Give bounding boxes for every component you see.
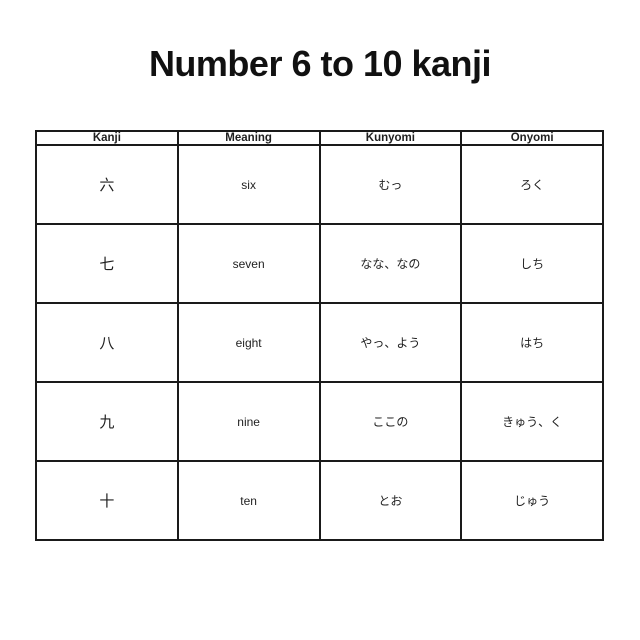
column-header-meaning: Meaning [176,130,321,146]
header-row: Kanji Meaning Kunyomi Onyomi [35,130,604,146]
kunyomi-cell: なな、なの [318,223,463,304]
table-body: 六 six むっ ろく 七 seven なな、なの しち 八 eight やっ、… [35,144,604,541]
onyomi-cell: しち [460,223,604,304]
column-header-kunyomi: Kunyomi [318,130,463,146]
onyomi-cell: ろく [460,144,604,225]
kunyomi-cell: とお [318,460,463,541]
kanji-cell: 九 [35,381,179,462]
kanji-cell: 十 [35,460,179,541]
onyomi-cell: はち [460,302,604,383]
kunyomi-cell: やっ、よう [318,302,463,383]
page-title: Number 6 to 10 kanji [148,43,492,84]
onyomi-cell: じゅう [460,460,604,541]
column-header-onyomi: Onyomi [460,130,604,146]
kunyomi-cell: むっ [318,144,463,225]
kanji-cell: 七 [35,223,179,304]
meaning-cell: ten [176,460,321,541]
table-row: 八 eight やっ、よう はち [35,302,604,383]
table-row: 十 ten とお じゅう [35,460,604,541]
column-header-kanji: Kanji [35,130,179,146]
kunyomi-cell: ここの [318,381,463,462]
table-row: 九 nine ここの きゅう、く [35,381,604,462]
kanji-cell: 八 [35,302,179,383]
kanji-cell: 六 [35,144,179,225]
table-header: Kanji Meaning Kunyomi Onyomi [35,130,604,146]
meaning-cell: six [176,144,321,225]
table-row: 七 seven なな、なの しち [35,223,604,304]
meaning-cell: eight [176,302,321,383]
meaning-cell: seven [176,223,321,304]
meaning-cell: nine [176,381,321,462]
kanji-table: Kanji Meaning Kunyomi Onyomi 六 six むっ ろく… [35,130,604,541]
onyomi-cell: きゅう、く [460,381,604,462]
table-row: 六 six むっ ろく [35,144,604,225]
